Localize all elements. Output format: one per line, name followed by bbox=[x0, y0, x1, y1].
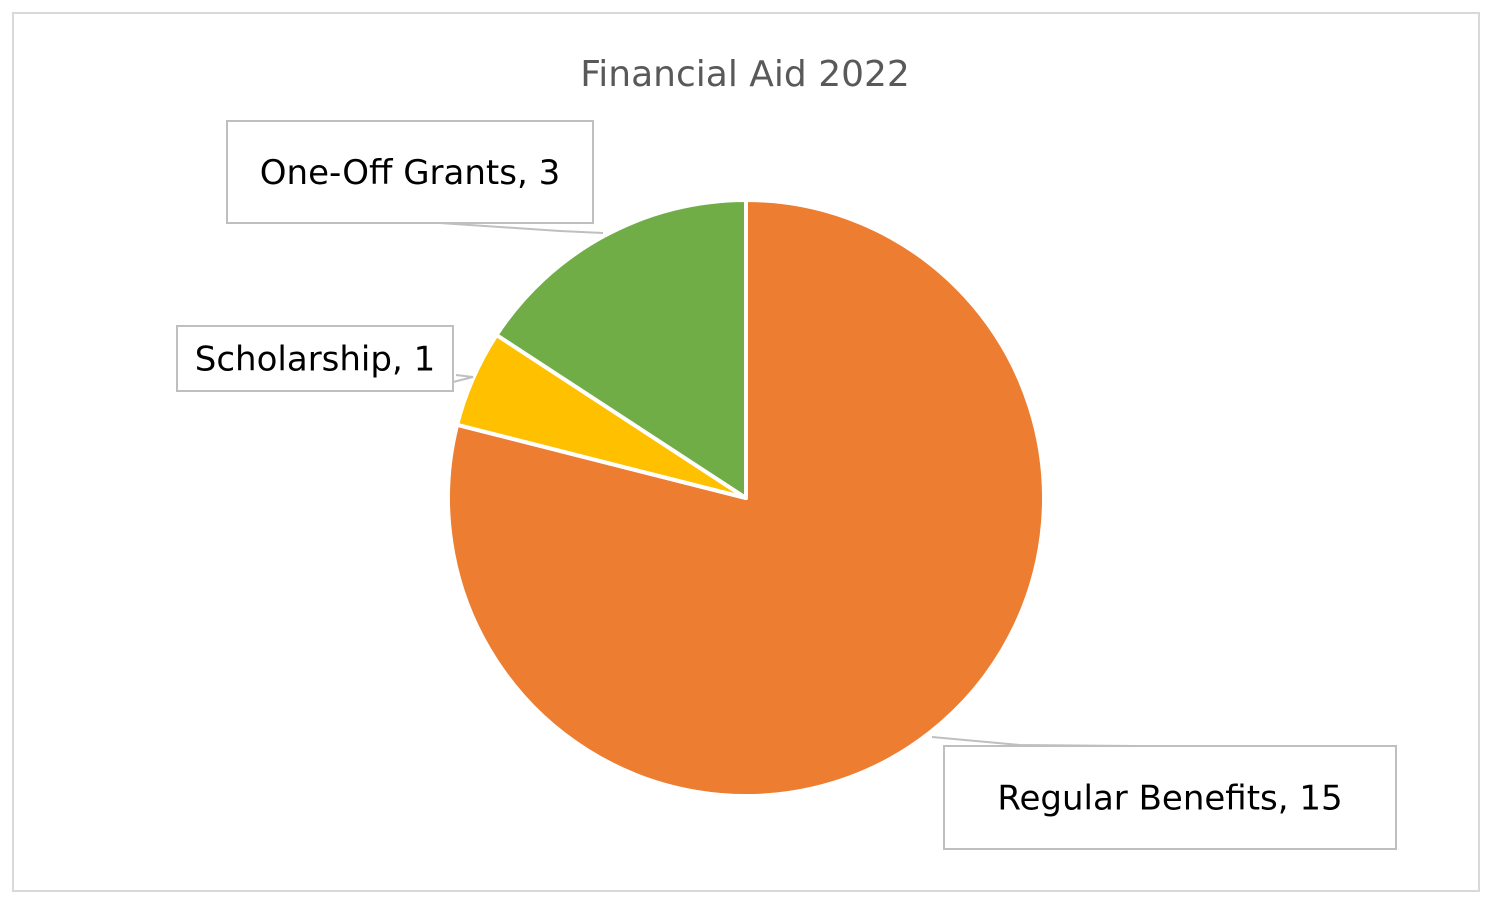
leader-line-one-off-grants bbox=[439, 222, 604, 234]
data-label-callouts: Regular Benefits, 15 Scholarship, 1 One-Of… bbox=[176, 120, 1397, 850]
pie-slices bbox=[446, 198, 1046, 798]
data-label-box-regular-benefits bbox=[943, 745, 1397, 850]
data-label-one-off-grants: One-Off Grants, 3 bbox=[260, 153, 560, 193]
data-label-box-scholarship bbox=[176, 325, 454, 392]
chart-title: Financial Aid 2022 bbox=[580, 54, 910, 95]
pie-slice-regular-benefits bbox=[446, 198, 1046, 798]
leader-line-regular-benefits bbox=[931, 736, 1136, 747]
data-label-scholarship: Scholarship, 1 bbox=[195, 340, 435, 380]
data-label-regular-benefits: Regular Benefits, 15 bbox=[997, 779, 1342, 819]
pie-slice-one-off-grants bbox=[494, 198, 748, 500]
leader-line-scholarship bbox=[452, 374, 474, 383]
data-label-box-one-off-grants bbox=[226, 120, 594, 224]
